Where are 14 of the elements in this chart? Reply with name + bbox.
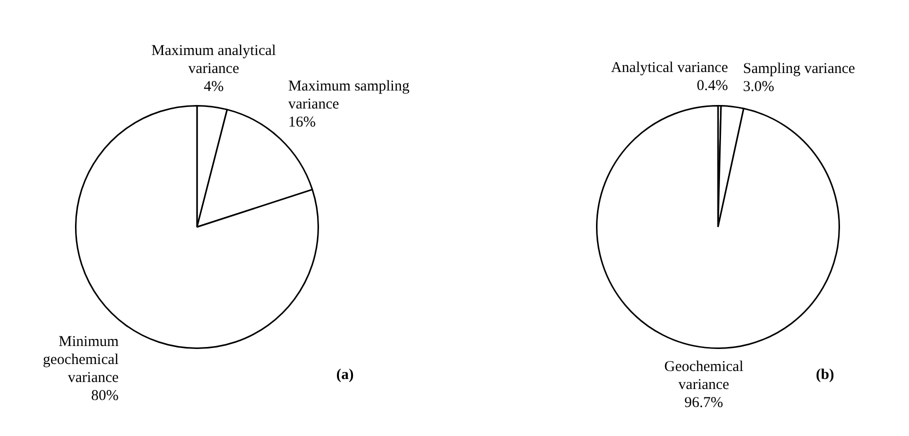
data-label: 3.0%: [743, 79, 774, 96]
data-label: 4%: [204, 79, 224, 96]
data-label: 96.7%: [684, 394, 724, 411]
slice-label: Minimum geochemical variance: [42, 334, 120, 386]
data-label: 16%: [288, 114, 316, 130]
slice-label: Maximum analytical variance: [151, 43, 276, 78]
slice-label: Geochemical variance: [664, 358, 744, 393]
data-label: 80%: [91, 388, 119, 404]
data-label: 0.4%: [696, 78, 728, 94]
text: (b): [816, 366, 834, 383]
slice-label: Analytical variance: [610, 60, 728, 76]
slice-label: Maximum sampling variance: [288, 78, 410, 112]
slice-label: Sampling variance: [743, 61, 856, 78]
text: (a): [336, 366, 354, 383]
